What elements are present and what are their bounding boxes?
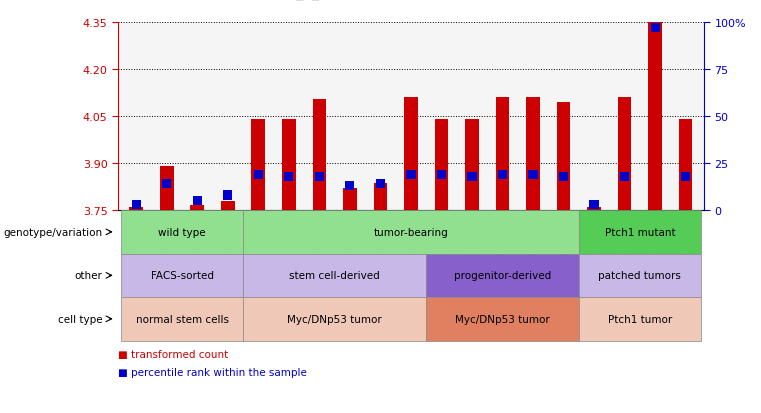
Bar	[556, 102, 571, 211]
Bar	[253, 170, 263, 180]
Bar	[343, 189, 357, 211]
Text: other: other	[75, 271, 103, 281]
Bar	[404, 98, 418, 211]
Bar	[498, 170, 507, 180]
Bar	[251, 120, 266, 211]
Bar	[129, 207, 143, 211]
Bar	[681, 172, 690, 181]
Bar	[495, 98, 509, 211]
Bar	[315, 172, 324, 181]
Bar	[282, 120, 296, 211]
Text: genotype/variation: genotype/variation	[4, 227, 103, 237]
Bar	[285, 172, 294, 181]
Bar	[679, 120, 693, 211]
Bar	[467, 172, 476, 181]
Text: Myc/DNp53 tumor: Myc/DNp53 tumor	[287, 314, 382, 324]
Bar	[132, 200, 141, 210]
Text: tumor-bearing: tumor-bearing	[374, 227, 448, 237]
Bar	[345, 181, 355, 191]
Text: Myc/DNp53 tumor: Myc/DNp53 tumor	[455, 314, 550, 324]
Bar	[465, 120, 479, 211]
Text: progenitor-derived: progenitor-derived	[454, 271, 551, 281]
Bar	[223, 191, 232, 200]
Bar	[162, 180, 171, 189]
Bar	[526, 98, 540, 211]
Text: Ptch1 tumor: Ptch1 tumor	[608, 314, 672, 324]
Text: Ptch1 mutant: Ptch1 mutant	[604, 227, 675, 237]
Bar	[559, 172, 568, 181]
Text: normal stem cells: normal stem cells	[135, 314, 228, 324]
Bar	[160, 167, 174, 211]
Bar	[590, 200, 599, 210]
Bar	[528, 170, 537, 180]
Text: ■ percentile rank within the sample: ■ percentile rank within the sample	[118, 368, 307, 377]
Bar	[435, 120, 448, 211]
Bar	[221, 201, 234, 211]
Bar	[374, 184, 387, 211]
Bar	[651, 24, 660, 33]
Bar	[190, 206, 204, 211]
Bar	[313, 100, 326, 211]
Text: cell type: cell type	[58, 314, 103, 324]
Bar	[587, 207, 601, 211]
Text: wild type: wild type	[158, 227, 206, 237]
Text: patched tumors: patched tumors	[598, 271, 681, 281]
Bar	[193, 197, 202, 206]
Bar	[648, 23, 662, 211]
Bar	[618, 98, 632, 211]
Text: FACS-sorted: FACS-sorted	[151, 271, 214, 281]
Bar	[406, 170, 416, 180]
Text: ■ transformed count: ■ transformed count	[118, 349, 228, 359]
Bar	[437, 170, 446, 180]
Text: stem cell-derived: stem cell-derived	[289, 271, 380, 281]
Bar	[376, 180, 385, 189]
Bar	[620, 172, 629, 181]
